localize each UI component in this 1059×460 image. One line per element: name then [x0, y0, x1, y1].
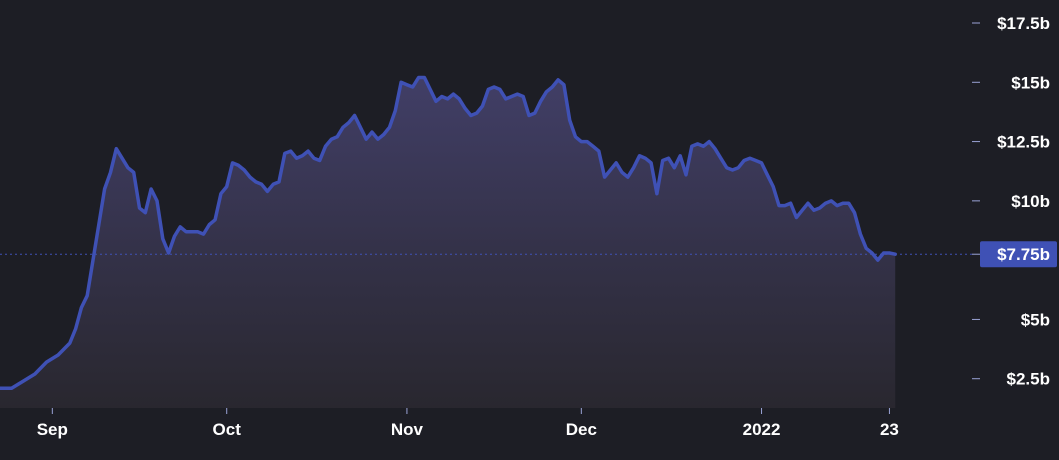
area-layer [0, 77, 896, 408]
x-tick-label: Dec [566, 420, 597, 439]
x-tick-label: 2022 [743, 420, 781, 439]
current-value-label: $7.75b [997, 245, 1050, 264]
series-area [0, 77, 896, 408]
y-tick-label: $5b [1021, 310, 1050, 329]
x-tick-label: Nov [391, 420, 424, 439]
x-tick-label: Oct [213, 420, 242, 439]
x-axis: Sep Oct Nov Dec 2022 23 [37, 408, 899, 439]
x-tick-label: Sep [37, 420, 68, 439]
y-tick-label: $17.5b [997, 14, 1050, 33]
current-value-badge [980, 241, 1057, 268]
current-value-layer: $7.75b [0, 241, 1057, 268]
y-axis: $17.5b $15b $12.5b $10b $5b $2.5b [972, 14, 1050, 389]
series-line-layer [0, 75, 897, 390]
y-tick-label: $12.5b [997, 133, 1050, 152]
series-line [0, 75, 897, 390]
x-tick-label: 23 [880, 420, 899, 439]
y-tick-label: $15b [1011, 73, 1050, 92]
y-tick-label: $2.5b [1007, 370, 1050, 389]
y-tick-label: $10b [1011, 192, 1050, 211]
